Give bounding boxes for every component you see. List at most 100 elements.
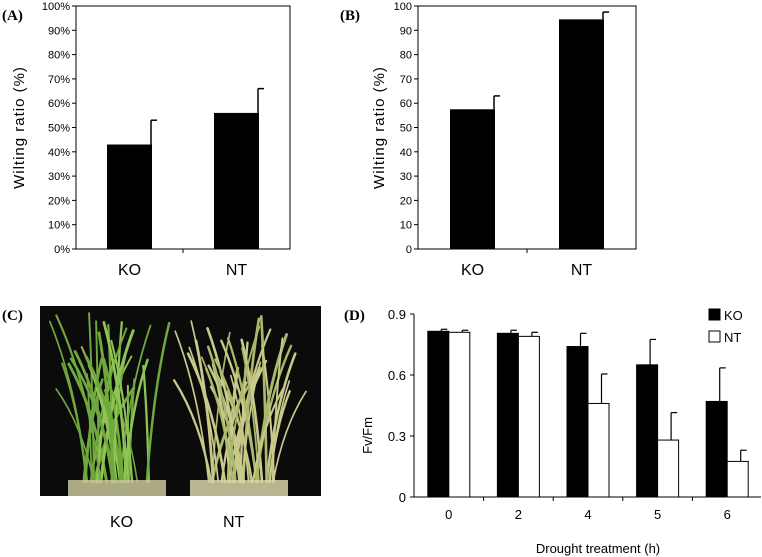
leaf	[49, 320, 89, 483]
leaf	[268, 390, 291, 484]
y-tick-label: 0.9	[388, 307, 406, 322]
leaf	[186, 352, 227, 484]
y-tick-label: 0.6	[388, 368, 406, 383]
leaf	[241, 361, 262, 483]
y-tick-label: 0	[406, 244, 412, 256]
y-tick-label: 90	[400, 25, 412, 37]
bar-ko-5	[636, 364, 659, 498]
chart-d-fv-fm: 0 0.3 0.6 0.9 0 2 4 5 6 Drought treatment (h) Fv/F…	[360, 307, 761, 556]
leaf	[95, 386, 118, 484]
bar-ko-2	[496, 332, 519, 498]
y-axis-label: Wilting ratio (%)	[11, 66, 28, 189]
y-tick-label: 50	[400, 123, 412, 135]
leaf	[206, 345, 237, 484]
nt-plants-illustration	[173, 314, 307, 484]
bar-ko-0	[427, 330, 450, 498]
panel-label-d: (D)	[344, 308, 365, 324]
category-label-ko: KO	[461, 262, 484, 279]
bar-nt-6	[726, 460, 749, 498]
y-tick-label: 100	[394, 1, 412, 13]
chart-a-wilting-ratio: 0% 10% 20% 30% 40% 50% 60% 70% 80% 90% 100% KO NT Wil…	[11, 1, 291, 279]
leaf	[259, 314, 268, 484]
bar-nt-4	[587, 402, 610, 498]
ko-pot	[68, 480, 166, 496]
leaf	[145, 321, 171, 484]
category-label-4: 4	[584, 507, 591, 522]
bar-nt-5	[657, 439, 680, 498]
bar-nt-0	[448, 331, 471, 498]
bar-ko	[450, 109, 495, 250]
leaf	[226, 337, 258, 484]
leaf	[97, 331, 116, 484]
y-tick-label: 70%	[48, 74, 70, 86]
plant-photo	[40, 306, 321, 496]
y-tick-label: 60%	[48, 98, 70, 110]
bar-nt-2	[517, 335, 540, 498]
leaf	[207, 364, 246, 484]
y-tick-label: 90%	[48, 25, 70, 37]
y-tick-label: 30%	[48, 171, 70, 183]
category-label-6: 6	[724, 507, 731, 522]
y-tick-label: 40	[400, 147, 412, 159]
leaf	[106, 380, 139, 483]
leaf	[55, 314, 102, 484]
y-tick-label: 0.3	[388, 429, 406, 444]
leaf	[200, 356, 234, 483]
y-tick-label: 100%	[42, 1, 70, 13]
category-label-nt: NT	[226, 262, 248, 279]
category-label-5: 5	[654, 507, 661, 522]
leaf	[206, 327, 241, 484]
x-axis-label: Drought treatment (h)	[536, 541, 660, 556]
y-tick-label: 10	[400, 220, 412, 232]
panel-label-a: (A)	[2, 8, 23, 24]
nt-pot	[190, 480, 288, 496]
leaf	[251, 387, 285, 484]
y-tick-label: 80	[400, 50, 412, 62]
leaf	[194, 339, 215, 484]
category-label-2: 2	[515, 507, 522, 522]
leaf	[174, 330, 210, 483]
y-axis-label: Fv/Fm	[360, 417, 375, 454]
y-tick-label: 80%	[48, 50, 70, 62]
photo-label-nt: NT	[223, 514, 245, 531]
y-tick-label: 40%	[48, 147, 70, 159]
leaf	[229, 374, 250, 483]
y-tick-label: 0	[399, 490, 406, 505]
leaf	[240, 338, 264, 484]
bar-ko-4	[566, 346, 589, 498]
leaf	[89, 327, 128, 483]
legend-label-ko: KO	[724, 308, 743, 323]
bar-nt	[214, 112, 259, 249]
leaf	[173, 379, 213, 484]
y-tick-label: 10%	[48, 220, 70, 232]
bar-ko-6	[705, 400, 728, 498]
bar-nt	[559, 19, 604, 249]
leaf	[241, 347, 260, 483]
category-label-nt: NT	[571, 262, 593, 279]
leaf	[116, 384, 127, 483]
y-tick-label: 20%	[48, 195, 70, 207]
y-tick-label: 50%	[48, 123, 70, 135]
photo-background	[40, 306, 321, 496]
category-label-0: 0	[445, 507, 452, 522]
legend-label-nt: NT	[724, 330, 741, 345]
leaf	[226, 325, 261, 483]
leaf	[211, 331, 231, 483]
legend-swatch-nt	[708, 330, 721, 343]
y-tick-label: 60	[400, 98, 412, 110]
panel-label-b: (B)	[340, 8, 360, 24]
ko-plants-illustration	[49, 312, 171, 484]
leaf	[110, 339, 134, 484]
leaf	[272, 390, 307, 483]
leaf	[265, 352, 297, 484]
leaf	[214, 371, 254, 483]
category-label-ko: KO	[118, 262, 141, 279]
bar-ko	[107, 144, 152, 249]
legend-swatch-ko	[708, 308, 721, 321]
leaf	[118, 324, 152, 483]
y-axis-label: Wilting ratio (%)	[371, 66, 388, 189]
y-tick-label: 0%	[54, 244, 70, 256]
y-tick-label: 70	[400, 74, 412, 86]
leaf	[99, 329, 135, 484]
